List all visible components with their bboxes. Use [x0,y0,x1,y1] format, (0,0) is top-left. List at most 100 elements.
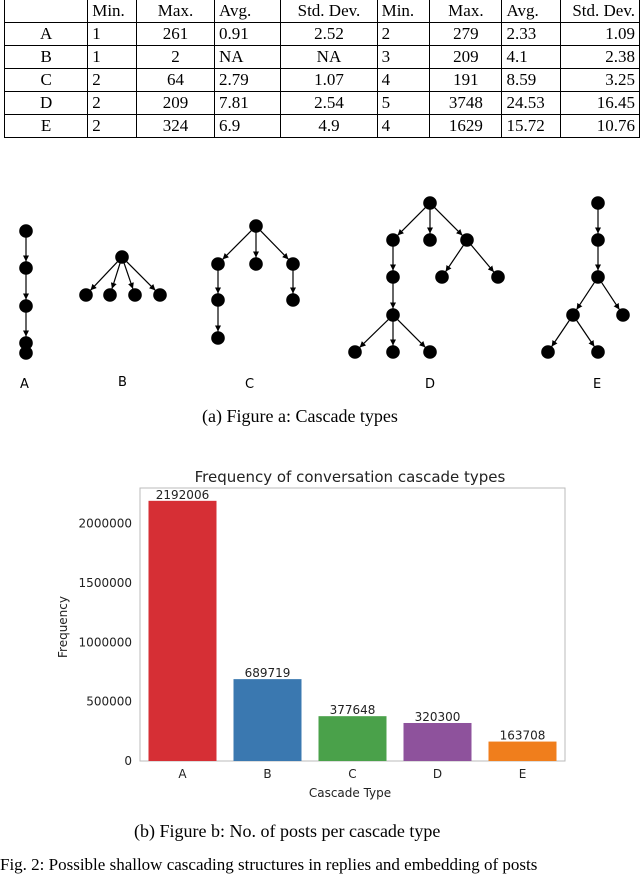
cascade-node [211,293,225,307]
table-cell: 261 [135,22,216,46]
cascade-node [249,219,263,233]
y-tick-label: 500000 [86,695,132,709]
table-cell: NA [214,45,282,69]
table-cell: 6.9 [214,114,282,138]
bar-value-label: 163708 [500,729,546,743]
table-row-label: C [3,68,89,92]
cascade-edge [576,282,595,310]
cascade-node [591,196,605,210]
cascade-c [211,219,300,345]
cascade-node [19,261,33,275]
cascade-node [115,250,129,264]
table-cell: 1 [87,22,137,46]
table-header-cell: Min. [87,0,137,23]
statistics-table: Min. Max. Avg. Std. Dev. Min. Max. Avg. Std. De… [3,0,640,138]
bar-b [233,679,302,761]
table-header-row: Min. Max. Avg. Std. Dev. Min. Max. Avg. Std. De… [3,0,640,23]
cascade-edge [434,207,463,236]
table-cell: 7.81 [214,91,282,115]
bar-value-label: 320300 [415,710,461,724]
bar-c [318,716,387,761]
table-cell: 1.07 [280,68,378,92]
cascade-node [153,288,167,302]
table-cell: 2.52 [280,22,378,46]
cascade-node [386,345,400,359]
cascade-label-a: A [20,377,29,392]
y-axis-label: Frequency [56,596,70,658]
y-tick-label: 1500000 [79,576,132,590]
cascade-node [460,233,474,247]
table-header-cell [3,0,89,23]
table-cell: 4 [376,68,431,92]
table-cell: 1 [87,45,137,69]
chart-title: Frequency of conversation cascade types [195,468,506,486]
table-row: E 2 324 6.9 4.9 4 1629 15.72 10.76 [3,114,640,138]
table-cell: 24.53 [501,91,562,115]
table-cell: 10.76 [560,114,640,138]
cascade-edge [551,320,570,347]
table-cell: 0.91 [214,22,282,46]
cascade-edge [601,282,620,310]
table-header-cell: Max. [135,0,216,23]
cascade-node [386,270,400,284]
cascade-label-b: B [118,375,127,390]
bar-value-label: 689719 [245,666,291,680]
cascade-edge [110,263,121,289]
table-cell: 324 [135,114,216,138]
x-tick-label: E [519,767,527,781]
x-axis-label: Cascade Type [309,786,391,800]
cascade-node [423,233,437,247]
cascade-node [286,293,300,307]
cascade-node [348,345,362,359]
cascade-node [19,299,33,313]
bar-value-label: 377648 [330,703,376,717]
cascade-edge [90,261,118,291]
table-cell: 3.25 [560,68,640,92]
table-row: B 1 2 NA NA 3 209 4.1 2.38 [3,45,640,69]
x-tick-label: A [178,767,187,781]
cascade-node [249,257,263,271]
cascade-node [566,308,580,322]
bar-a [148,500,217,761]
table-header-cell: Avg. [214,0,282,23]
cascade-e [541,196,630,359]
cascade-node [591,233,605,247]
table-row: D 2 209 7.81 2.54 5 3748 24.53 16.45 [3,91,640,115]
table-header-cell: Avg. [501,0,562,23]
cascade-d [348,196,505,359]
y-tick-label: 2000000 [79,517,132,531]
table-cell: 4.1 [501,45,562,69]
table-row-label: E [3,114,89,138]
table-cell: 3 [376,45,431,69]
table-cell: 1.09 [560,22,640,46]
table-header-cell: Min. [376,0,431,23]
table-header-cell: Std. Dev. [280,0,378,23]
y-tick-label: 0 [124,754,132,768]
table-cell: 2.38 [560,45,640,69]
table-row: C 2 64 2.79 1.07 4 191 8.59 3.25 [3,68,640,92]
cascade-node [211,257,225,271]
table-cell: 2 [376,22,431,46]
cascade-edge [359,319,389,348]
cascade-node [103,288,117,302]
bar-value-label: 2192006 [156,488,209,502]
cascade-label-d: D [425,377,435,392]
bar-e [488,741,557,761]
table-row-label: D [3,91,89,115]
cascade-edge [260,230,289,260]
cascade-node [286,257,300,271]
cascade-node [386,308,400,322]
cascade-label-c: C [245,377,254,392]
cascade-node [435,270,449,284]
table-cell: 191 [429,68,503,92]
x-tick-label: B [263,767,271,781]
cascade-edge [123,262,134,290]
table-cell: 2.79 [214,68,282,92]
table-cell: 2.54 [280,91,378,115]
cascade-node [79,288,93,302]
cascade-edge [222,230,252,260]
cascade-node [591,270,605,284]
cascade-a [19,224,33,360]
cascade-node [591,345,605,359]
bar-d [403,722,472,761]
